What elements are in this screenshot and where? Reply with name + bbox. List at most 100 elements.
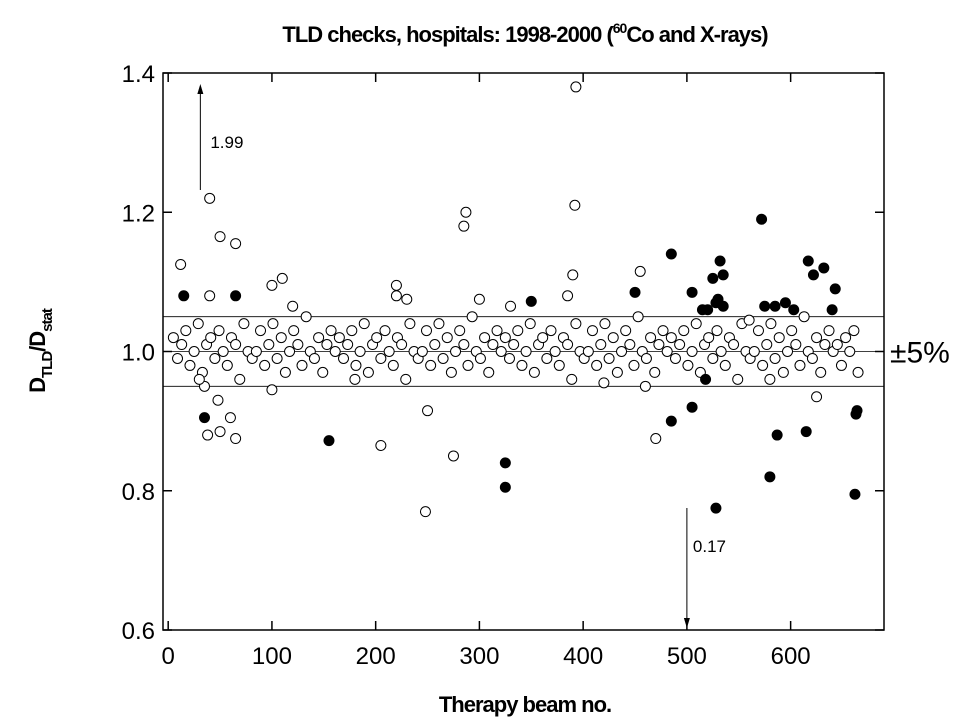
y-axis-title: DTLD/Dstat [25, 308, 56, 393]
open-point [425, 359, 437, 371]
open-point [325, 325, 337, 337]
arrow-head [683, 618, 690, 628]
open-point [342, 339, 354, 351]
open-point [263, 339, 275, 351]
open-point [616, 346, 628, 357]
open-point [607, 332, 619, 344]
open-point [390, 279, 402, 291]
open-point [213, 325, 225, 337]
filled-point [756, 213, 768, 225]
open-point [250, 346, 262, 357]
open-point [806, 352, 818, 364]
open-point [786, 325, 798, 337]
filled-point [686, 286, 698, 298]
open-point [224, 412, 236, 424]
open-point [205, 332, 217, 344]
open-point [458, 339, 470, 351]
open-point [524, 318, 536, 330]
open-point [238, 318, 250, 330]
open-point [172, 352, 184, 364]
open-point [516, 359, 528, 371]
filled-point [629, 286, 641, 298]
open-point [562, 290, 574, 302]
open-point [375, 439, 387, 451]
x-tick-label: 600 [771, 643, 811, 670]
filled-point [700, 373, 712, 385]
open-point [765, 318, 777, 330]
open-point [404, 318, 416, 330]
open-point [634, 265, 646, 277]
open-point [823, 325, 835, 337]
open-point [292, 339, 304, 351]
open-point [682, 359, 694, 371]
open-point [649, 366, 661, 378]
filled-point [769, 300, 781, 312]
open-point [296, 359, 308, 371]
open-point [204, 290, 216, 302]
open-point [379, 325, 391, 337]
open-point [308, 352, 320, 364]
open-point [188, 346, 200, 357]
open-point [175, 258, 187, 270]
open-point [566, 373, 578, 385]
open-point [221, 359, 233, 371]
open-point [193, 373, 205, 385]
open-point [743, 314, 755, 326]
open-point [450, 346, 462, 357]
open-point [665, 332, 677, 344]
x-axis-title: Therapy beam no. [439, 692, 611, 717]
open-point [835, 359, 847, 371]
open-point [505, 300, 517, 312]
filled-point [764, 471, 776, 483]
filled-point [499, 457, 511, 469]
filled-point [665, 415, 677, 427]
reference-label: ±5% [890, 337, 950, 370]
open-point [620, 325, 632, 337]
open-point [586, 325, 598, 337]
open-point [674, 339, 686, 351]
open-point [473, 293, 485, 305]
open-point [752, 325, 764, 337]
annotation-label: 1.99 [210, 133, 243, 152]
open-point [487, 339, 499, 351]
filled-point [849, 488, 861, 500]
open-point [180, 325, 192, 337]
open-point [234, 373, 246, 385]
filled-point [323, 435, 335, 447]
filled-point [686, 401, 698, 413]
open-point [719, 359, 731, 371]
open-point [603, 352, 615, 364]
open-point [798, 311, 810, 323]
open-point [460, 206, 472, 218]
open-point [230, 433, 242, 445]
filled-point [829, 283, 841, 295]
open-point [549, 346, 561, 357]
open-point [852, 366, 864, 378]
filled-point [800, 426, 812, 438]
filled-point [807, 269, 819, 281]
open-point [815, 366, 827, 378]
open-point [383, 346, 395, 357]
open-point [362, 366, 374, 378]
y-title-sub: TLD [39, 351, 56, 378]
filled-point [525, 295, 537, 307]
open-point [811, 332, 823, 344]
open-point [567, 269, 579, 281]
y-tick-label: 1.4 [122, 61, 155, 88]
open-point [287, 300, 299, 312]
filled-point [710, 502, 722, 514]
filled-point [717, 269, 729, 281]
open-point [591, 359, 603, 371]
open-point [300, 311, 312, 323]
chart-title: TLD checks, hospitals: 1998-2000 (60Co a… [282, 20, 768, 47]
open-point [520, 346, 532, 357]
open-point [167, 332, 179, 344]
filled-point [788, 304, 800, 316]
open-point [661, 346, 673, 357]
filled-point [665, 248, 677, 260]
y-title-part: /D [25, 332, 50, 352]
open-point [350, 359, 362, 371]
open-point [338, 352, 350, 364]
open-point [840, 332, 852, 344]
open-point [284, 346, 296, 357]
